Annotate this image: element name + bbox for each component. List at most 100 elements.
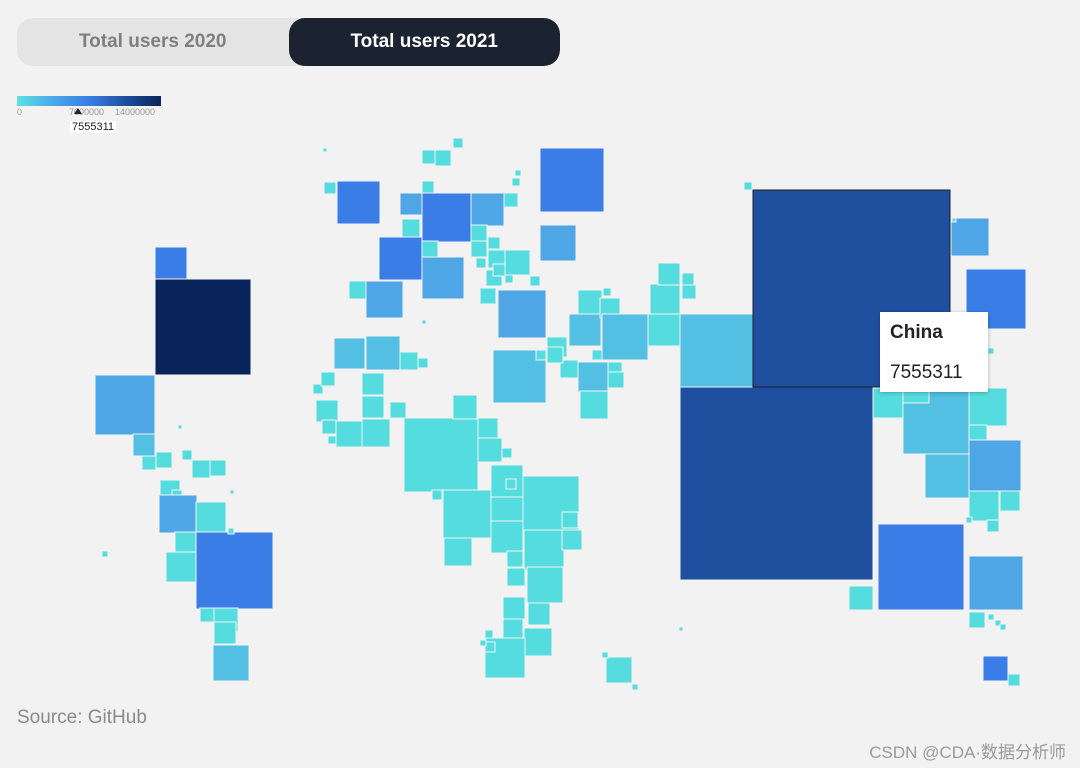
country-square[interactable] [968,439,1022,493]
country-square[interactable] [421,180,435,194]
country-square[interactable] [484,641,496,653]
country-square[interactable] [561,511,579,529]
country-square[interactable] [399,351,419,371]
country-square[interactable] [987,613,995,621]
country-square[interactable] [348,280,368,300]
country-square[interactable] [539,147,605,213]
country-square[interactable] [526,566,564,604]
country-square[interactable] [924,453,970,499]
country-square[interactable] [511,177,521,187]
country-square[interactable] [417,357,429,369]
country-square[interactable] [477,437,503,463]
country-square[interactable] [442,489,492,539]
country-square[interactable] [681,272,695,286]
country-square[interactable] [601,313,649,361]
country-square[interactable] [378,236,423,281]
country-square[interactable] [195,531,274,610]
country-square[interactable] [504,249,531,276]
country-square[interactable] [1007,673,1021,687]
country-square[interactable] [506,567,526,587]
country-square[interactable] [577,361,609,393]
country-square[interactable] [335,420,363,448]
country-square[interactable] [591,349,603,361]
country-square[interactable] [986,519,1000,533]
country-square[interactable] [535,349,547,361]
country-square[interactable] [968,490,1000,522]
country-square[interactable] [154,278,252,376]
country-square[interactable] [577,289,603,315]
country-square[interactable] [492,263,506,277]
country-square[interactable] [181,449,193,461]
country-square[interactable] [452,394,478,420]
country-square[interactable] [497,289,547,339]
country-square[interactable] [506,550,524,568]
country-square[interactable] [968,387,1008,427]
country-square[interactable] [431,489,443,501]
country-square[interactable] [421,149,437,165]
country-square[interactable] [968,611,986,629]
country-square[interactable] [320,371,336,387]
country-square[interactable] [477,417,499,439]
country-square[interactable] [401,218,421,238]
country-square[interactable] [681,284,697,300]
country-square[interactable] [365,335,401,371]
country-square[interactable] [502,618,524,640]
country-square[interactable] [336,180,381,225]
country-square[interactable] [389,401,407,419]
country-square[interactable] [312,383,324,395]
country-square[interactable] [479,639,487,647]
country-square[interactable] [475,257,487,269]
country-square[interactable] [951,217,957,223]
country-square[interactable] [502,596,526,620]
country-square[interactable] [470,224,488,242]
country-square[interactable] [227,527,235,535]
country-square[interactable] [872,387,904,419]
country-square[interactable] [154,246,188,280]
country-square[interactable] [987,347,995,355]
country-square[interactable] [101,550,109,558]
country-square[interactable] [999,490,1021,512]
country-square[interactable] [647,313,681,347]
country-square[interactable] [174,531,198,555]
country-square[interactable] [678,626,684,632]
country-square[interactable] [529,275,541,287]
country-square[interactable] [321,419,337,435]
country-square[interactable] [965,516,973,524]
country-square[interactable] [361,372,385,396]
country-square[interactable] [514,169,522,177]
country-square[interactable] [523,627,553,657]
country-square[interactable] [546,346,564,364]
country-square[interactable] [212,644,250,682]
country-square[interactable] [523,529,565,571]
country-square[interactable] [452,137,464,149]
country-square[interactable] [484,629,494,639]
country-square[interactable] [568,313,602,347]
country-square[interactable] [479,287,497,305]
country-square[interactable] [605,656,633,684]
country-square[interactable] [421,240,439,258]
country-square[interactable] [361,395,385,419]
country-square[interactable] [132,433,156,457]
country-square[interactable] [421,256,465,300]
country-square-china-highlight[interactable] [752,189,951,388]
country-square[interactable] [999,623,1007,631]
country-square[interactable] [470,240,488,258]
country-square[interactable] [158,494,198,534]
country-square[interactable] [561,529,583,551]
country-square[interactable] [679,386,874,581]
country-square[interactable] [421,319,427,325]
country-square[interactable] [403,417,479,493]
country-square[interactable] [679,313,754,388]
country-square[interactable] [649,283,681,315]
country-square[interactable] [434,149,452,167]
country-square[interactable] [94,374,156,436]
country-square[interactable] [501,447,513,459]
country-square[interactable] [743,181,753,191]
country-square[interactable] [503,192,519,208]
country-square[interactable] [657,262,681,286]
country-square[interactable] [229,489,235,495]
country-square[interactable] [209,459,227,477]
country-square[interactable] [399,192,423,216]
country-square[interactable] [165,551,197,583]
country-square[interactable] [421,192,472,243]
